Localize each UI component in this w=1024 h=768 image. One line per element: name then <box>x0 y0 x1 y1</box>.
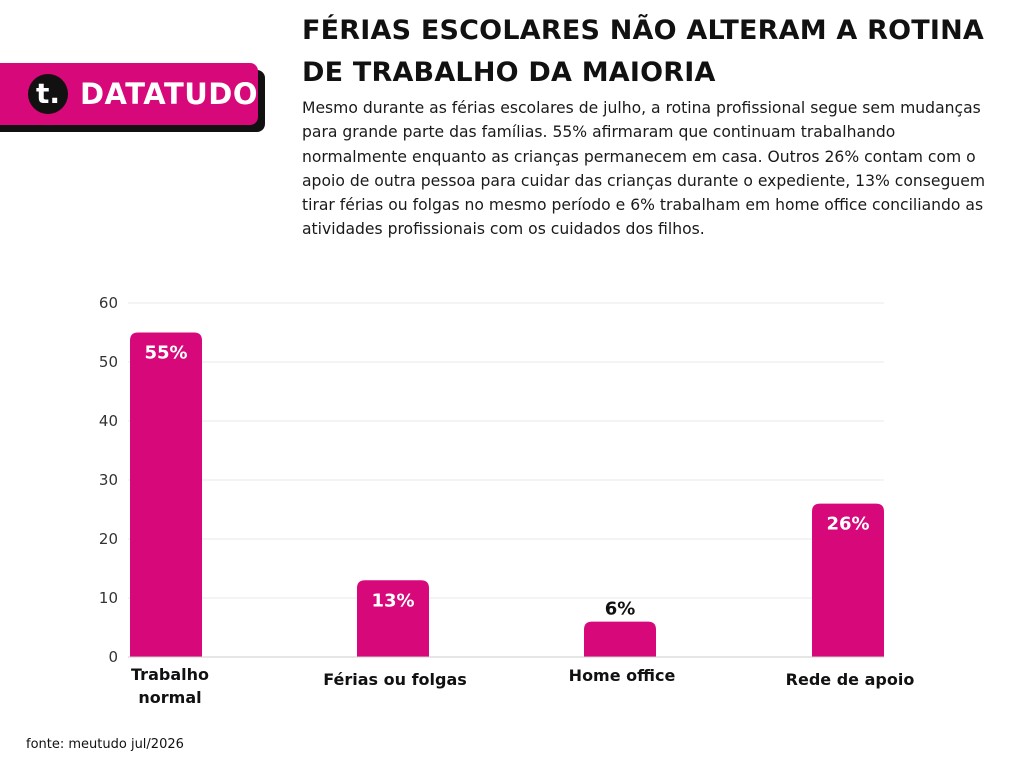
x-tick-label: Trabalho <box>131 665 209 684</box>
page-description: Mesmo durante as férias escolares de jul… <box>302 99 986 239</box>
x-tick-label: normal <box>138 688 201 707</box>
logo-mark-icon: t. <box>28 74 68 114</box>
data-label: 6% <box>605 599 636 620</box>
y-tick-label: 40 <box>99 412 118 430</box>
y-tick-label: 10 <box>99 589 118 607</box>
y-tick-label: 0 <box>108 648 118 666</box>
bar <box>130 332 202 657</box>
bar <box>812 503 884 657</box>
y-tick-label: 50 <box>99 353 118 371</box>
brand-name: DATATUDO <box>79 77 258 111</box>
data-label: 55% <box>144 343 187 364</box>
data-label: 13% <box>371 590 414 611</box>
y-tick-label: 60 <box>99 294 118 312</box>
y-tick-label: 20 <box>99 530 118 548</box>
y-tick-label: 30 <box>99 471 118 489</box>
bar-chart: 0 10 20 30 40 50 60 55% 13% 6% 26% Trabalho normal Fé… <box>99 294 915 707</box>
x-tick-label: Férias ou folgas <box>323 670 467 689</box>
source-note: fonte: meutudo jul/2026 <box>26 737 184 752</box>
brand-logo: t. DATATUDO <box>0 63 258 125</box>
data-label: 26% <box>826 514 869 535</box>
x-tick-label: Rede de apoio <box>786 670 915 689</box>
x-tick-label: Home office <box>569 666 676 685</box>
page-title: FÉRIAS ESCOLARES NÃO ALTERAM A ROTINA DE… <box>302 15 984 88</box>
bar <box>584 621 656 657</box>
bar <box>357 580 429 657</box>
